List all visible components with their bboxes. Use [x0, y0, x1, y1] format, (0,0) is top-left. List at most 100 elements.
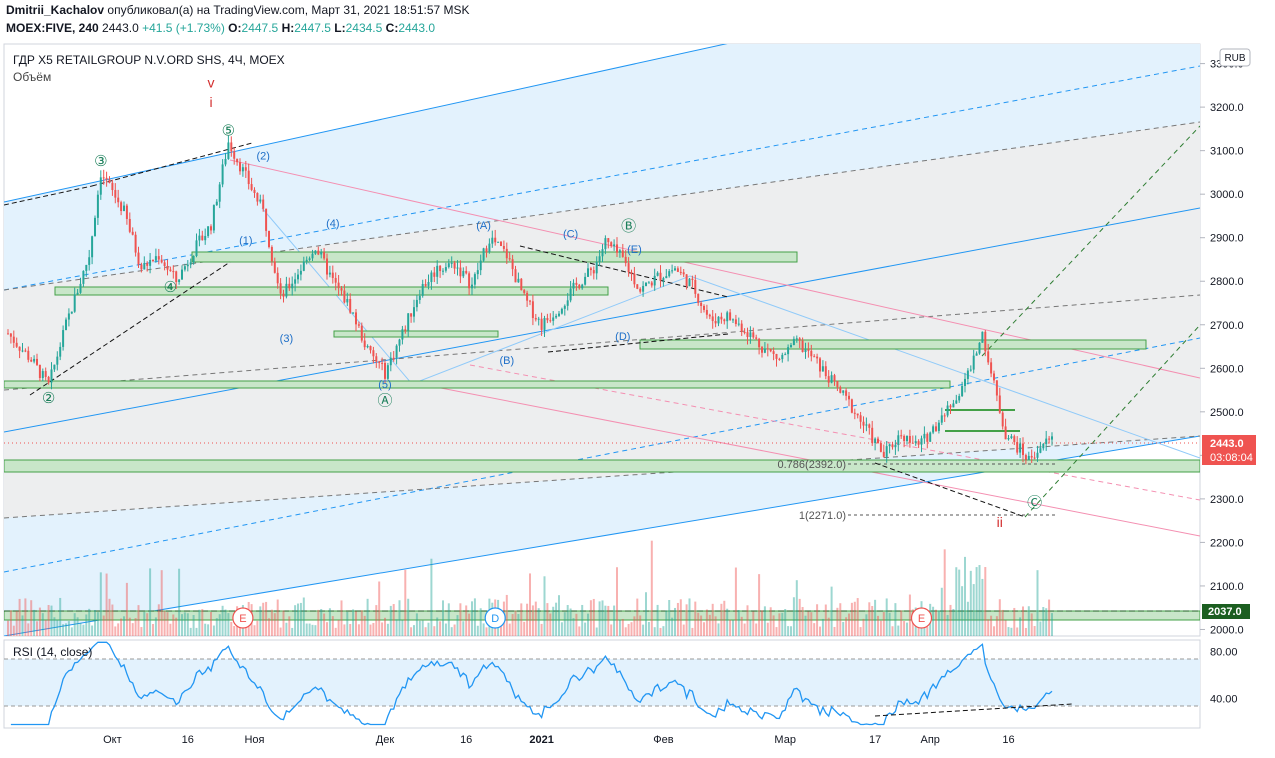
- candle-body: [346, 298, 349, 303]
- volume-bar: [711, 603, 714, 636]
- candle-body: [195, 240, 198, 256]
- volume-legend[interactable]: Объём: [13, 70, 52, 84]
- candle-body: [595, 261, 598, 274]
- volume-bar: [671, 617, 674, 636]
- volume-bar: [218, 614, 221, 636]
- volume-bar: [195, 627, 198, 636]
- rsi-axis[interactable]: 80.00 40.00: [1210, 647, 1238, 706]
- time-tick-label: 17: [869, 734, 881, 746]
- candle-body: [792, 338, 795, 345]
- volume-bar: [227, 613, 230, 636]
- candle-body: [497, 241, 500, 243]
- rsi-tick-label: 80.00: [1210, 647, 1238, 659]
- candle-body: [546, 318, 549, 321]
- rsi-legend[interactable]: RSI (14, close): [13, 645, 93, 659]
- volume-bar: [285, 622, 288, 636]
- price-tag: [1202, 435, 1256, 465]
- candle-body: [453, 262, 456, 269]
- volume-bar: [952, 608, 955, 636]
- volume-bar: [740, 616, 743, 636]
- candle-body: [230, 142, 233, 152]
- volume-bar: [531, 605, 534, 636]
- candle-body: [903, 436, 906, 442]
- volume-bar: [993, 626, 995, 636]
- volume-bar: [436, 617, 439, 636]
- candle-body: [526, 292, 529, 301]
- zone-1[interactable]: [191, 251, 798, 263]
- volume-bar: [1013, 607, 1016, 636]
- candle-body: [154, 256, 157, 261]
- volume-bar: [468, 613, 471, 636]
- volume-bar: [662, 626, 665, 636]
- volume-bar: [273, 613, 276, 636]
- candle-body: [627, 263, 630, 273]
- volume-bar: [763, 606, 766, 636]
- time-axis[interactable]: Окт 16 Ноя Дек 16 2021 Фев Мар 17 Апр 16: [103, 734, 1014, 746]
- projection-line-1: [981, 125, 1200, 357]
- candle-body: [36, 358, 38, 365]
- zone-2[interactable]: [54, 286, 609, 296]
- volume-bar: [685, 604, 688, 636]
- volume-bar: [363, 615, 366, 636]
- volume-bar: [439, 621, 442, 636]
- zone-4[interactable]: [639, 339, 1147, 350]
- event-marker-label: D: [491, 613, 499, 625]
- volume-bar: [598, 601, 601, 636]
- candle-body: [189, 262, 192, 265]
- volume-bar: [981, 578, 984, 636]
- volume-bar: [937, 610, 940, 636]
- volume-bar: [157, 604, 160, 636]
- zone-5[interactable]: [4, 380, 951, 389]
- volume-bar: [946, 615, 949, 636]
- level-tag-value: 2037.0: [1208, 606, 1242, 618]
- volume-bar: [749, 619, 752, 636]
- volume-bar: [163, 610, 166, 636]
- volume-bar: [1042, 606, 1045, 636]
- candle-body: [981, 331, 984, 343]
- zone-6[interactable]: [4, 459, 1200, 473]
- event-marker: [232, 607, 254, 629]
- wave-label: (D): [615, 331, 630, 343]
- candle-body: [920, 438, 923, 445]
- candle-body: [131, 231, 134, 235]
- channel-line-top[interactable]: [4, 0, 1200, 203]
- volume-bar: [697, 612, 700, 636]
- volume-bar: [894, 603, 897, 636]
- candle-body: [337, 282, 340, 289]
- volume-bar: [853, 601, 856, 636]
- publish-info: Dmitrii_Kachalov опубликовал(а) на Tradi…: [6, 3, 470, 17]
- volume-bar: [166, 612, 169, 636]
- volume-bar: [781, 612, 784, 636]
- candle-body: [572, 282, 575, 289]
- volume-bar: [955, 567, 958, 636]
- channel-line-mid[interactable]: [4, 207, 1200, 433]
- candle-body: [1004, 426, 1007, 440]
- candle-body: [471, 284, 473, 289]
- wave-label: ④: [164, 279, 177, 296]
- volume-bar: [546, 603, 549, 636]
- candle-body: [152, 259, 154, 261]
- candle-body: [990, 362, 993, 374]
- candle-body: [500, 241, 502, 246]
- symbol-legend[interactable]: ГДР X5 RETAILGROUP N.V.ORD SHS, 4Ч, MOEX: [13, 53, 285, 67]
- volume-bar: [534, 601, 537, 636]
- volume-bar: [384, 617, 386, 636]
- currency-box[interactable]: [1219, 48, 1251, 67]
- candle-body: [244, 167, 247, 171]
- volume-bar: [331, 616, 334, 636]
- volume-bar: [204, 623, 207, 636]
- zone-3[interactable]: [333, 330, 499, 338]
- candle-body: [529, 300, 531, 302]
- candle-body: [810, 350, 813, 357]
- candle-body: [375, 356, 378, 362]
- candle-body: [737, 323, 740, 325]
- candle-body: [769, 349, 772, 352]
- volume-bar: [186, 613, 189, 636]
- volume-bar: [294, 605, 297, 636]
- price-axis[interactable]: 3300.03200.03100.03000.02900.02800.02700…: [1200, 59, 1244, 637]
- volume-bar: [212, 625, 215, 636]
- candle-body: [178, 279, 181, 283]
- volume-bar: [297, 603, 299, 636]
